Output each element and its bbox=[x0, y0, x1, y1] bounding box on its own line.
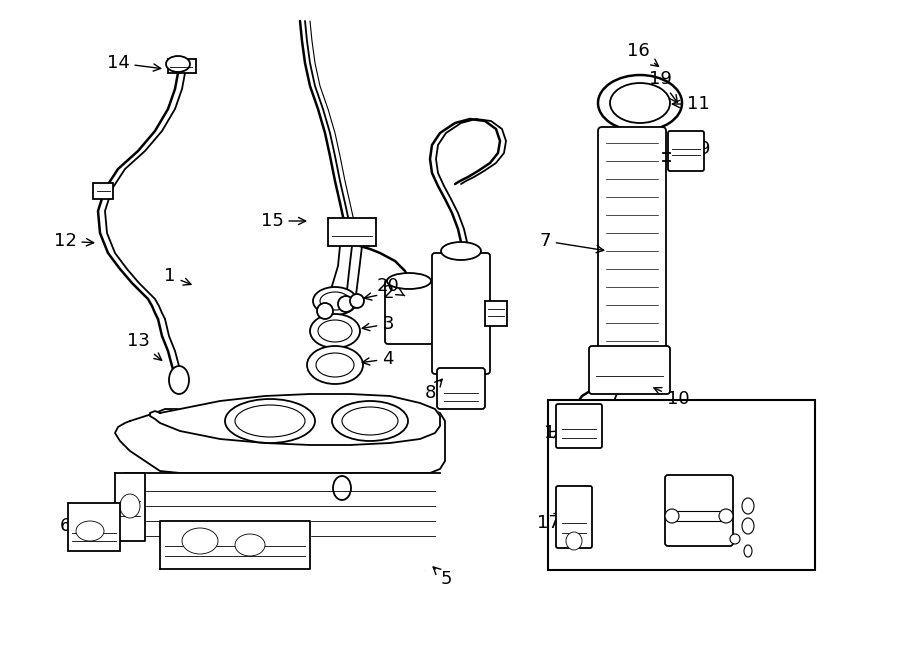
Ellipse shape bbox=[235, 534, 265, 556]
Ellipse shape bbox=[744, 545, 752, 557]
FancyBboxPatch shape bbox=[665, 475, 733, 546]
Ellipse shape bbox=[310, 314, 360, 348]
Text: 19: 19 bbox=[649, 70, 678, 102]
Text: 5: 5 bbox=[433, 567, 452, 588]
Polygon shape bbox=[125, 473, 440, 569]
Ellipse shape bbox=[318, 320, 352, 342]
Text: 4: 4 bbox=[363, 350, 394, 368]
FancyBboxPatch shape bbox=[385, 280, 433, 344]
Text: 17: 17 bbox=[536, 512, 562, 532]
Ellipse shape bbox=[313, 287, 357, 315]
Text: 14: 14 bbox=[106, 54, 161, 72]
Ellipse shape bbox=[730, 534, 740, 544]
Ellipse shape bbox=[182, 528, 218, 554]
Text: 2: 2 bbox=[364, 284, 394, 302]
Polygon shape bbox=[160, 521, 310, 569]
Text: 12: 12 bbox=[54, 232, 94, 250]
Ellipse shape bbox=[333, 476, 351, 500]
FancyBboxPatch shape bbox=[589, 346, 670, 394]
FancyBboxPatch shape bbox=[668, 131, 704, 171]
Ellipse shape bbox=[665, 509, 679, 523]
Text: 15: 15 bbox=[261, 212, 306, 230]
Text: 8: 8 bbox=[424, 379, 442, 402]
Ellipse shape bbox=[320, 292, 350, 310]
Ellipse shape bbox=[742, 518, 754, 534]
Ellipse shape bbox=[338, 296, 354, 312]
Text: 10: 10 bbox=[654, 387, 689, 408]
Ellipse shape bbox=[76, 521, 104, 541]
Text: 16: 16 bbox=[626, 42, 659, 66]
Ellipse shape bbox=[742, 498, 754, 514]
Ellipse shape bbox=[719, 509, 733, 523]
Polygon shape bbox=[150, 394, 440, 445]
Bar bbox=[168, 59, 196, 73]
Ellipse shape bbox=[317, 303, 333, 319]
Ellipse shape bbox=[342, 407, 398, 435]
Ellipse shape bbox=[235, 405, 305, 437]
Ellipse shape bbox=[387, 273, 431, 289]
Ellipse shape bbox=[316, 353, 354, 377]
Text: 1: 1 bbox=[165, 267, 191, 285]
Polygon shape bbox=[115, 409, 445, 473]
Ellipse shape bbox=[169, 366, 189, 394]
Polygon shape bbox=[115, 473, 145, 541]
FancyBboxPatch shape bbox=[556, 486, 592, 548]
Text: 6: 6 bbox=[59, 517, 86, 535]
Bar bbox=[68, 503, 120, 551]
Ellipse shape bbox=[166, 56, 190, 72]
Bar bbox=[548, 400, 815, 570]
Ellipse shape bbox=[441, 242, 481, 260]
Ellipse shape bbox=[332, 401, 408, 441]
Bar bbox=[485, 301, 507, 326]
Ellipse shape bbox=[350, 294, 364, 308]
FancyBboxPatch shape bbox=[437, 368, 485, 409]
Text: 3: 3 bbox=[363, 315, 394, 333]
Text: 20: 20 bbox=[376, 277, 405, 295]
Text: 13: 13 bbox=[127, 332, 162, 360]
Bar bbox=[328, 218, 376, 246]
Ellipse shape bbox=[610, 83, 670, 123]
Text: 9: 9 bbox=[682, 140, 711, 158]
FancyBboxPatch shape bbox=[556, 404, 602, 448]
Ellipse shape bbox=[307, 346, 363, 384]
FancyBboxPatch shape bbox=[598, 127, 666, 355]
Ellipse shape bbox=[598, 75, 682, 131]
Text: 11: 11 bbox=[672, 95, 709, 113]
Ellipse shape bbox=[120, 494, 140, 518]
Ellipse shape bbox=[225, 399, 315, 443]
Text: 7: 7 bbox=[539, 232, 604, 253]
FancyBboxPatch shape bbox=[432, 253, 490, 374]
Bar bbox=[93, 183, 113, 199]
Text: 18: 18 bbox=[544, 424, 566, 442]
Ellipse shape bbox=[566, 532, 582, 550]
